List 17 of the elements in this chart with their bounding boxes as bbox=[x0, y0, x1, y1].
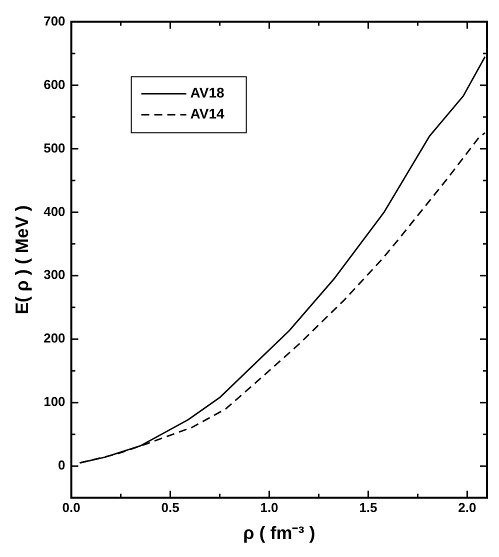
y-tick-label: 100 bbox=[44, 394, 66, 410]
y-tick-label: 500 bbox=[44, 140, 66, 156]
y-tick-label: 700 bbox=[44, 13, 66, 28]
x-tick-label: 0.5 bbox=[161, 500, 180, 516]
y-tick-label: 200 bbox=[44, 330, 66, 346]
legend-label: AV14 bbox=[190, 106, 224, 122]
x-axis-title: ρ ( fm⁻³ ) bbox=[243, 523, 316, 544]
legend-label: AV18 bbox=[190, 84, 224, 101]
y-tick-label: 0 bbox=[58, 458, 66, 473]
y-tick-label: 400 bbox=[44, 204, 66, 219]
x-tick-label: 2.0 bbox=[458, 500, 476, 516]
x-tick-label: 1.0 bbox=[260, 500, 278, 516]
y-axis-title: E( ρ ) ( MeV ) bbox=[12, 205, 32, 314]
y-tick-label: 300 bbox=[44, 267, 66, 282]
y-tick-label: 600 bbox=[44, 76, 66, 92]
x-tick-label: 1.5 bbox=[359, 500, 378, 516]
x-tick-label: 0.0 bbox=[62, 500, 80, 516]
